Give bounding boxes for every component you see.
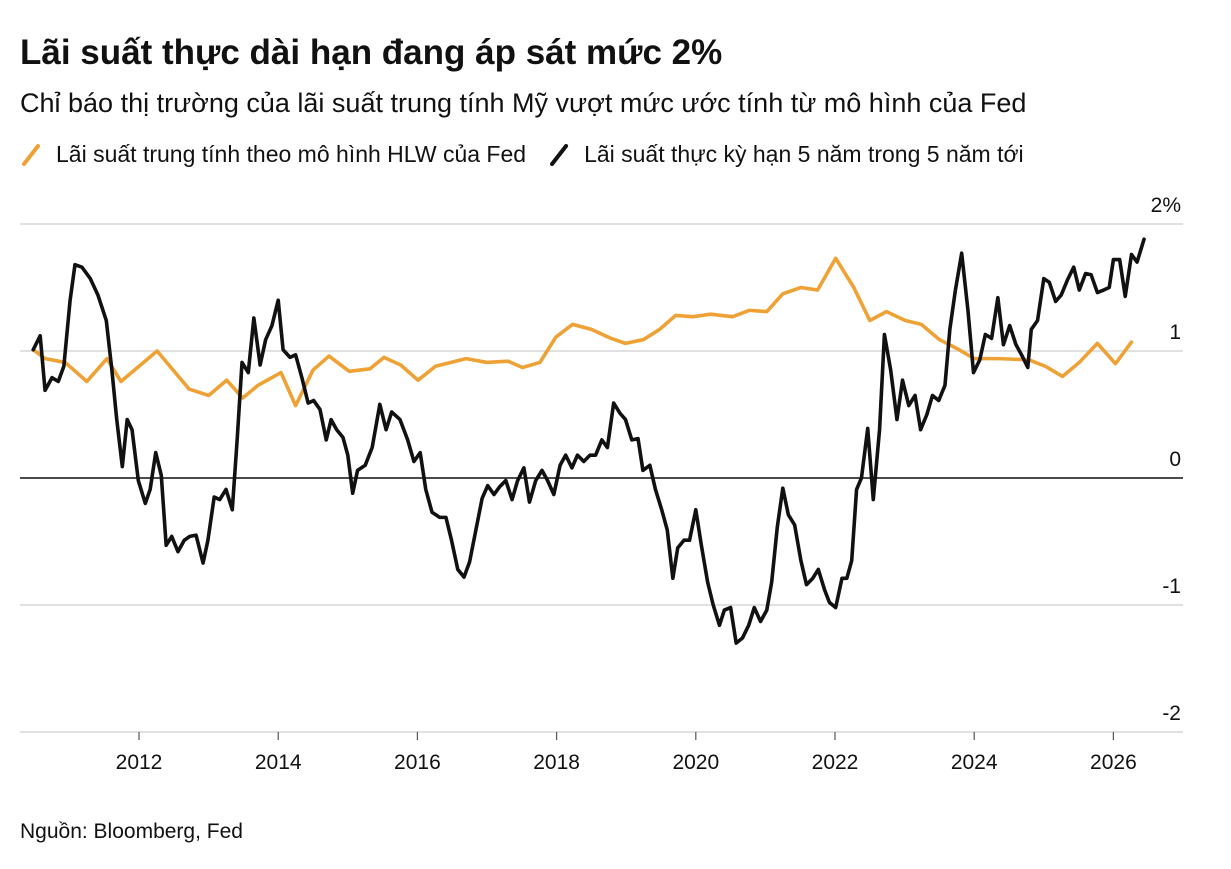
x-tick-label: 2026	[1090, 751, 1137, 774]
legend-swatch	[22, 144, 40, 166]
source-note: Nguồn: Bloomberg, Fed	[20, 820, 243, 843]
x-tick-label: 2014	[255, 751, 302, 774]
x-tick-label: 2024	[951, 751, 998, 774]
series-line	[31, 256, 1134, 408]
legend-item: Lãi suất trung tính theo mô hình HLW của…	[22, 141, 526, 167]
y-tick-label: -2	[1162, 702, 1181, 725]
x-tick-label: 2022	[812, 751, 859, 774]
x-tick-label: 2020	[672, 751, 719, 774]
x-tick-label: 2016	[394, 751, 441, 774]
series-line	[31, 237, 1146, 645]
y-tick-label: 0	[1169, 448, 1181, 471]
x-tick-label: 2012	[116, 751, 163, 774]
y-tick-label: 2%	[1151, 194, 1181, 217]
legend-item: Lãi suất thực kỳ hạn 5 năm trong 5 năm t…	[550, 141, 1024, 167]
chart-subtitle: Chỉ báo thị trường của lãi suất trung tí…	[20, 88, 1026, 118]
y-tick-label: 1	[1169, 321, 1181, 344]
chart-title: Lãi suất thực dài hạn đang áp sát mức 2%	[20, 33, 722, 72]
legend-label: Lãi suất trung tính theo mô hình HLW của…	[56, 141, 526, 167]
x-tick-label: 2018	[533, 751, 580, 774]
legend-label: Lãi suất thực kỳ hạn 5 năm trong 5 năm t…	[584, 141, 1024, 167]
y-tick-label: -1	[1162, 575, 1181, 598]
legend-swatch	[550, 144, 569, 166]
